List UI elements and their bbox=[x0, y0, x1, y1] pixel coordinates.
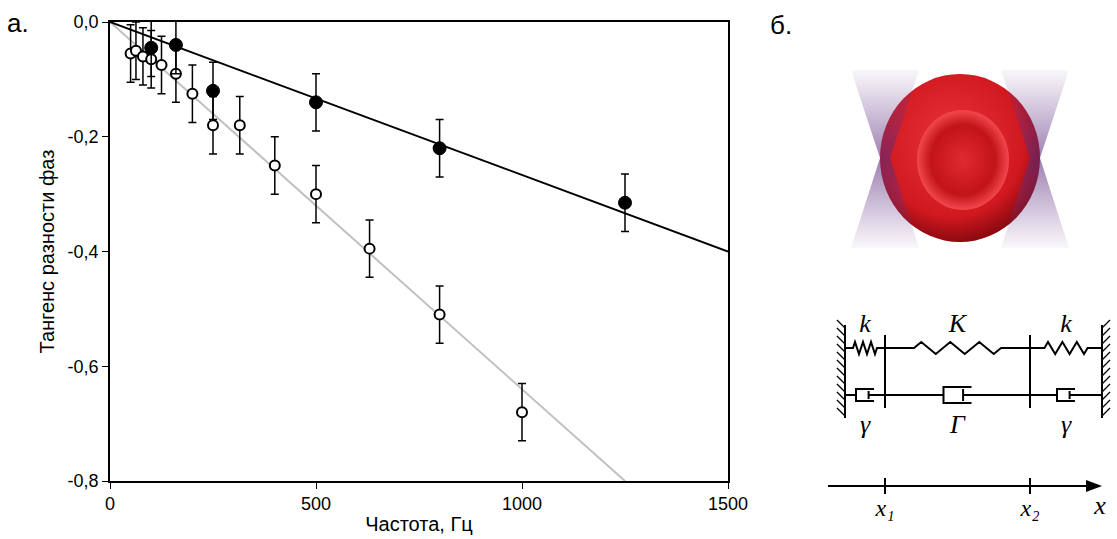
svg-text:x₁: x₁ bbox=[875, 495, 895, 521]
svg-text:Тангенс разности фаз: Тангенс разности фаз bbox=[36, 150, 58, 354]
svg-text:1500: 1500 bbox=[708, 494, 748, 514]
svg-text:-0,6: -0,6 bbox=[68, 357, 99, 377]
svg-text:γ: γ bbox=[1061, 410, 1072, 439]
svg-text:1000: 1000 bbox=[502, 494, 542, 514]
svg-text:-0,4: -0,4 bbox=[68, 242, 99, 262]
svg-text:-0,2: -0,2 bbox=[68, 127, 99, 147]
svg-text:а.: а. bbox=[7, 8, 29, 38]
svg-text:500: 500 bbox=[301, 494, 331, 514]
svg-text:k: k bbox=[1060, 309, 1072, 338]
svg-text:0: 0 bbox=[105, 494, 115, 514]
svg-text:k: k bbox=[859, 309, 871, 338]
svg-text:x₂: x₂ bbox=[1020, 495, 1040, 521]
svg-text:Частота, Гц: Частота, Гц bbox=[365, 513, 473, 535]
svg-text:-0,8: -0,8 bbox=[68, 471, 99, 491]
svg-text:γ: γ bbox=[860, 410, 871, 439]
svg-text:x: x bbox=[1093, 491, 1106, 520]
svg-text:K: K bbox=[948, 309, 968, 338]
svg-text:б.: б. bbox=[770, 10, 792, 40]
svg-text:0,0: 0,0 bbox=[74, 12, 99, 32]
svg-text:Γ: Γ bbox=[949, 410, 966, 439]
